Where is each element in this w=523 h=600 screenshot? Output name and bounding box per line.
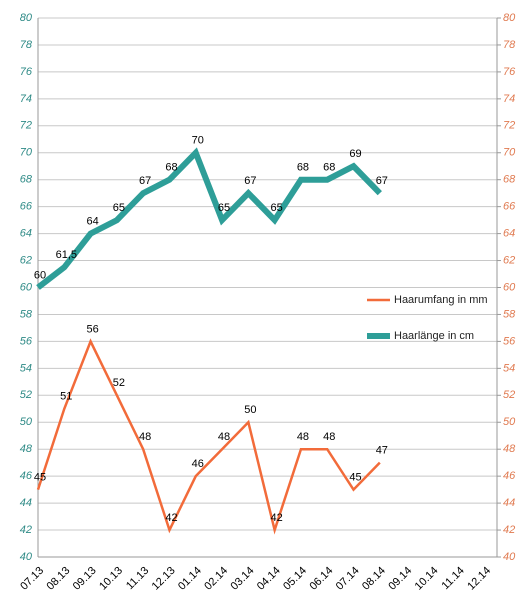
- y2-tick-label: 70: [503, 147, 516, 159]
- data-label: 42: [271, 512, 283, 524]
- data-label: 68: [297, 162, 309, 174]
- x-tick-label: 08.14: [360, 565, 388, 593]
- x-tick-label: 09.13: [71, 565, 99, 593]
- x-tick-label: 10.14: [413, 565, 441, 593]
- data-label: 65: [113, 202, 125, 214]
- y2-tick-label: 46: [503, 470, 516, 482]
- data-label: 67: [139, 175, 151, 187]
- y2-tick-label: 60: [503, 281, 516, 293]
- y-tick-label: 54: [20, 362, 32, 374]
- data-label: 64: [86, 216, 98, 228]
- y-tick-label: 78: [20, 39, 33, 51]
- y2-tick-label: 52: [503, 389, 515, 401]
- data-label: 45: [34, 472, 46, 484]
- x-tick-label: 07.13: [18, 565, 46, 593]
- y2-tick-label: 72: [503, 120, 515, 132]
- y-tick-label: 42: [20, 524, 32, 536]
- y-tick-label: 80: [20, 12, 33, 24]
- y-tick-label: 56: [20, 335, 33, 347]
- y2-tick-label: 40: [503, 551, 516, 563]
- data-label: 68: [323, 162, 335, 174]
- y2-tick-label: 44: [503, 497, 515, 509]
- y2-tick-label: 48: [503, 443, 516, 455]
- y2-tick-label: 68: [503, 174, 516, 186]
- x-tick-label: 12.13: [150, 565, 178, 593]
- y2-tick-label: 76: [503, 66, 516, 78]
- y2-tick-label: 74: [503, 93, 515, 105]
- y-tick-label: 52: [20, 389, 32, 401]
- x-tick-label: 11.13: [124, 565, 151, 592]
- x-tick-label: 06.14: [307, 565, 335, 593]
- data-label: 60: [34, 269, 46, 281]
- data-label: 47: [376, 445, 388, 457]
- series-line: [36, 338, 381, 535]
- y2-tick-label: 78: [503, 39, 516, 51]
- legend-label: Haarumfang in mm: [394, 294, 488, 306]
- data-label: 48: [323, 431, 335, 443]
- data-label: 48: [218, 431, 230, 443]
- x-tick-label: 04.14: [255, 565, 283, 593]
- y-tick-label: 46: [20, 470, 33, 482]
- data-label: 50: [244, 404, 256, 416]
- data-label: 68: [165, 162, 177, 174]
- y2-tick-label: 64: [503, 228, 515, 240]
- y-tick-label: 44: [20, 497, 32, 509]
- x-tick-label: 07.14: [334, 565, 362, 593]
- series-line: [36, 147, 382, 290]
- data-label: 65: [218, 202, 230, 214]
- y-tick-label: 68: [20, 174, 33, 186]
- y-tick-label: 76: [20, 66, 33, 78]
- y-tick-label: 66: [20, 201, 33, 213]
- data-label: 61,5: [56, 249, 77, 261]
- y2-tick-label: 42: [503, 524, 515, 536]
- y-tick-label: 50: [20, 416, 33, 428]
- y2-tick-label: 58: [503, 308, 516, 320]
- y2-tick-label: 56: [503, 335, 516, 347]
- data-label: 42: [165, 512, 177, 524]
- data-label: 45: [349, 472, 361, 484]
- y-tick-label: 58: [20, 308, 33, 320]
- data-label: 65: [271, 202, 283, 214]
- data-label: 69: [349, 148, 361, 160]
- y-tick-label: 48: [20, 443, 33, 455]
- y2-tick-label: 54: [503, 362, 515, 374]
- y2-tick-label: 80: [503, 12, 516, 24]
- x-tick-label: 01.14: [176, 565, 204, 593]
- x-tick-label: 11.14: [440, 565, 467, 592]
- y-tick-label: 70: [20, 147, 33, 159]
- data-label: 48: [297, 431, 309, 443]
- x-tick-label: 10.13: [97, 565, 125, 593]
- y-tick-label: 72: [20, 120, 32, 132]
- data-label: 46: [192, 458, 204, 470]
- data-label: 48: [139, 431, 151, 443]
- data-label: 51: [60, 391, 72, 403]
- data-label: 70: [192, 135, 204, 147]
- y2-tick-label: 62: [503, 254, 515, 266]
- x-tick-label: 12.14: [465, 565, 493, 593]
- data-label: 67: [244, 175, 256, 187]
- data-label: 67: [376, 175, 388, 187]
- y-tick-label: 62: [20, 254, 32, 266]
- y-tick-label: 40: [20, 551, 33, 563]
- y2-tick-label: 50: [503, 416, 516, 428]
- y-tick-label: 64: [20, 228, 32, 240]
- x-tick-label: 02.14: [202, 565, 230, 593]
- legend-label: Haarlänge in cm: [394, 330, 474, 342]
- data-label: 56: [86, 323, 98, 335]
- x-tick-label: 08.13: [45, 565, 73, 593]
- x-tick-label: 05.14: [281, 565, 309, 593]
- y-tick-label: 74: [20, 93, 32, 105]
- y-tick-label: 60: [20, 281, 33, 293]
- y2-tick-label: 66: [503, 201, 516, 213]
- data-label: 52: [113, 377, 125, 389]
- x-tick-label: 03.14: [229, 565, 257, 593]
- x-tick-label: 09.14: [386, 565, 414, 593]
